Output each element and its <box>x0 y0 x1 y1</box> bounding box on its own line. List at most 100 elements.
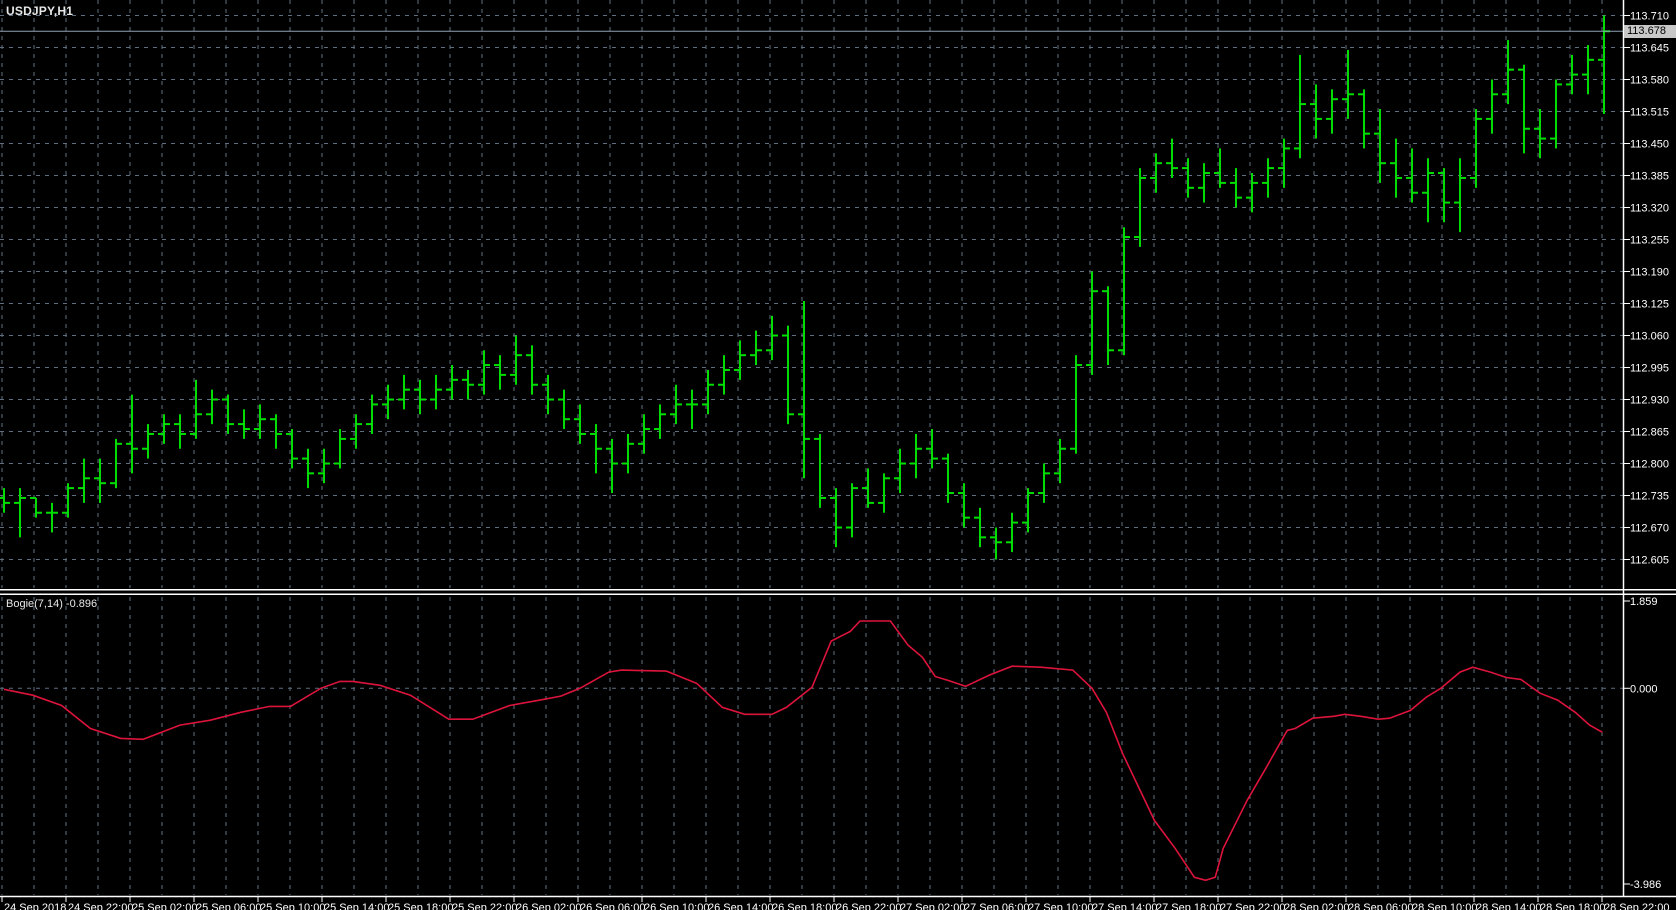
ohlc-bar <box>1294 54 1306 159</box>
ohlc-bar <box>94 458 106 503</box>
price-axis-label: 113.645 <box>1630 43 1669 55</box>
time-axis-label: 26 Sep 22:00 <box>836 902 901 910</box>
ohlc-bar <box>190 379 202 439</box>
ohlc-bar <box>1358 89 1370 149</box>
indicator-axis-label: 1.859 <box>1630 596 1658 608</box>
ohlc-bar <box>1326 89 1338 134</box>
time-axis-label: 25 Sep 14:00 <box>324 902 389 910</box>
pane-separator[interactable] <box>0 593 1676 596</box>
time-axis-label: 25 Sep 22:00 <box>452 902 517 910</box>
price-axis-label: 112.800 <box>1630 459 1669 471</box>
time-axis-label: 25 Sep 02:00 <box>132 902 197 910</box>
time-axis-label: 28 Sep 06:00 <box>1348 902 1413 910</box>
time-axis-label: 24 Sep 22:00 <box>68 902 133 910</box>
ohlc-bar <box>462 369 474 400</box>
ohlc-bar <box>1582 45 1594 95</box>
price-axis-label: 113.385 <box>1630 171 1669 183</box>
time-axis-label: 26 Sep 14:00 <box>708 902 773 910</box>
indicator-line <box>3 620 1603 882</box>
ohlc-bar <box>1278 138 1290 188</box>
ohlc-bar <box>686 389 698 430</box>
ohlc-bar <box>1342 49 1354 119</box>
ohlc-bar <box>46 502 58 533</box>
time-axis-label: 28 Sep 18:00 <box>1540 902 1605 910</box>
ohlc-bar <box>1246 173 1258 213</box>
price-axis-label: 113.125 <box>1630 299 1669 311</box>
ohlc-bar <box>990 527 1002 560</box>
ohlc-bar <box>398 374 410 410</box>
ohlc-bar <box>510 335 522 385</box>
ohlc-bar <box>750 330 762 366</box>
time-axis-label: 26 Sep 18:00 <box>772 902 837 910</box>
price-axis-label: 112.995 <box>1630 363 1669 375</box>
ohlc-bar <box>606 438 618 494</box>
ohlc-bar <box>782 325 794 425</box>
price-axis-label: 113.580 <box>1630 75 1669 87</box>
ohlc-bar <box>1262 158 1274 198</box>
ohlc-bar <box>814 433 826 508</box>
time-axis-label: 27 Sep 18:00 <box>1156 902 1221 910</box>
ohlc-bar <box>1470 109 1482 188</box>
price-axis-labels: 113.710 113.645 113.580 113.515 113.450 113.3… <box>1624 11 1669 567</box>
ohlc-bar <box>798 301 810 479</box>
ohlc-bar <box>1374 109 1386 183</box>
price-axis[interactable] <box>1625 0 1676 896</box>
ohlc-bar <box>302 448 314 489</box>
price-axis-label: 113.060 <box>1630 331 1669 343</box>
price-axis-label: 112.865 <box>1630 427 1669 439</box>
ohlc-bar <box>270 414 282 449</box>
ohlc-bar <box>142 424 154 459</box>
ohlc-bar <box>1566 54 1578 95</box>
time-axis-label: 25 Sep 18:00 <box>388 902 453 910</box>
ohlc-bar <box>1182 158 1194 198</box>
time-axis-label: 27 Sep 22:00 <box>1220 902 1285 910</box>
ohlc-bar <box>702 369 714 415</box>
ohlc-bar <box>350 414 362 449</box>
ohlc-bar <box>110 438 122 489</box>
ohlc-bar <box>974 507 986 548</box>
ohlc-bar <box>430 374 442 410</box>
time-axis-label: 27 Sep 02:00 <box>900 902 965 910</box>
ohlc-bar <box>958 483 970 528</box>
ohlc-bar <box>1102 286 1114 366</box>
price-axis-label: 113.320 <box>1630 203 1669 215</box>
time-axis-label: 27 Sep 10:00 <box>1028 902 1093 910</box>
ohlc-bar <box>158 414 170 444</box>
time-axis-label: 26 Sep 10:00 <box>644 902 709 910</box>
ohlc-bar <box>238 409 250 439</box>
time-axis-label: 28 Sep 22:00 <box>1604 902 1669 910</box>
ohlc-bar <box>638 414 650 454</box>
time-axis-label: 25 Sep 06:00 <box>196 902 261 910</box>
ohlc-bar <box>1006 512 1018 553</box>
ohlc-bar <box>62 483 74 518</box>
ohlc-bar <box>1038 463 1050 503</box>
ohlc-bar <box>910 433 922 479</box>
ohlc-bar <box>558 389 570 430</box>
ohlc-bar <box>1502 40 1514 105</box>
ohlc-bar <box>1438 168 1450 223</box>
indicator-axis-labels: 1.859 0.000 -3.986 <box>1624 596 1661 891</box>
price-pane[interactable] <box>0 0 1623 588</box>
ohlc-bar <box>1390 138 1402 198</box>
indicator-axis-label: -3.986 <box>1630 879 1661 891</box>
ohlc-bar <box>446 365 458 400</box>
ohlc-bar <box>542 374 554 415</box>
ohlc-bar <box>494 355 506 390</box>
price-axis-label: 112.735 <box>1630 491 1669 503</box>
time-axis-label: 28 Sep 02:00 <box>1284 902 1349 910</box>
indicator-axis-label: 0.000 <box>1630 683 1658 695</box>
ohlc-bar <box>1198 163 1210 203</box>
pane-separator[interactable] <box>0 589 1676 591</box>
ohlc-bar <box>590 424 602 474</box>
ohlc-bar <box>78 458 90 503</box>
ohlc-bar <box>718 355 730 395</box>
symbol-label: USDJPY,H1 <box>6 4 74 18</box>
indicator-pane[interactable] <box>0 597 1623 895</box>
price-axis-label: 112.670 <box>1630 523 1669 535</box>
time-axis-label: 26 Sep 06:00 <box>580 902 645 910</box>
price-axis-label: 113.515 <box>1630 107 1669 119</box>
time-axis-label: 28 Sep 14:00 <box>1476 902 1541 910</box>
ohlc-bar <box>478 350 490 395</box>
